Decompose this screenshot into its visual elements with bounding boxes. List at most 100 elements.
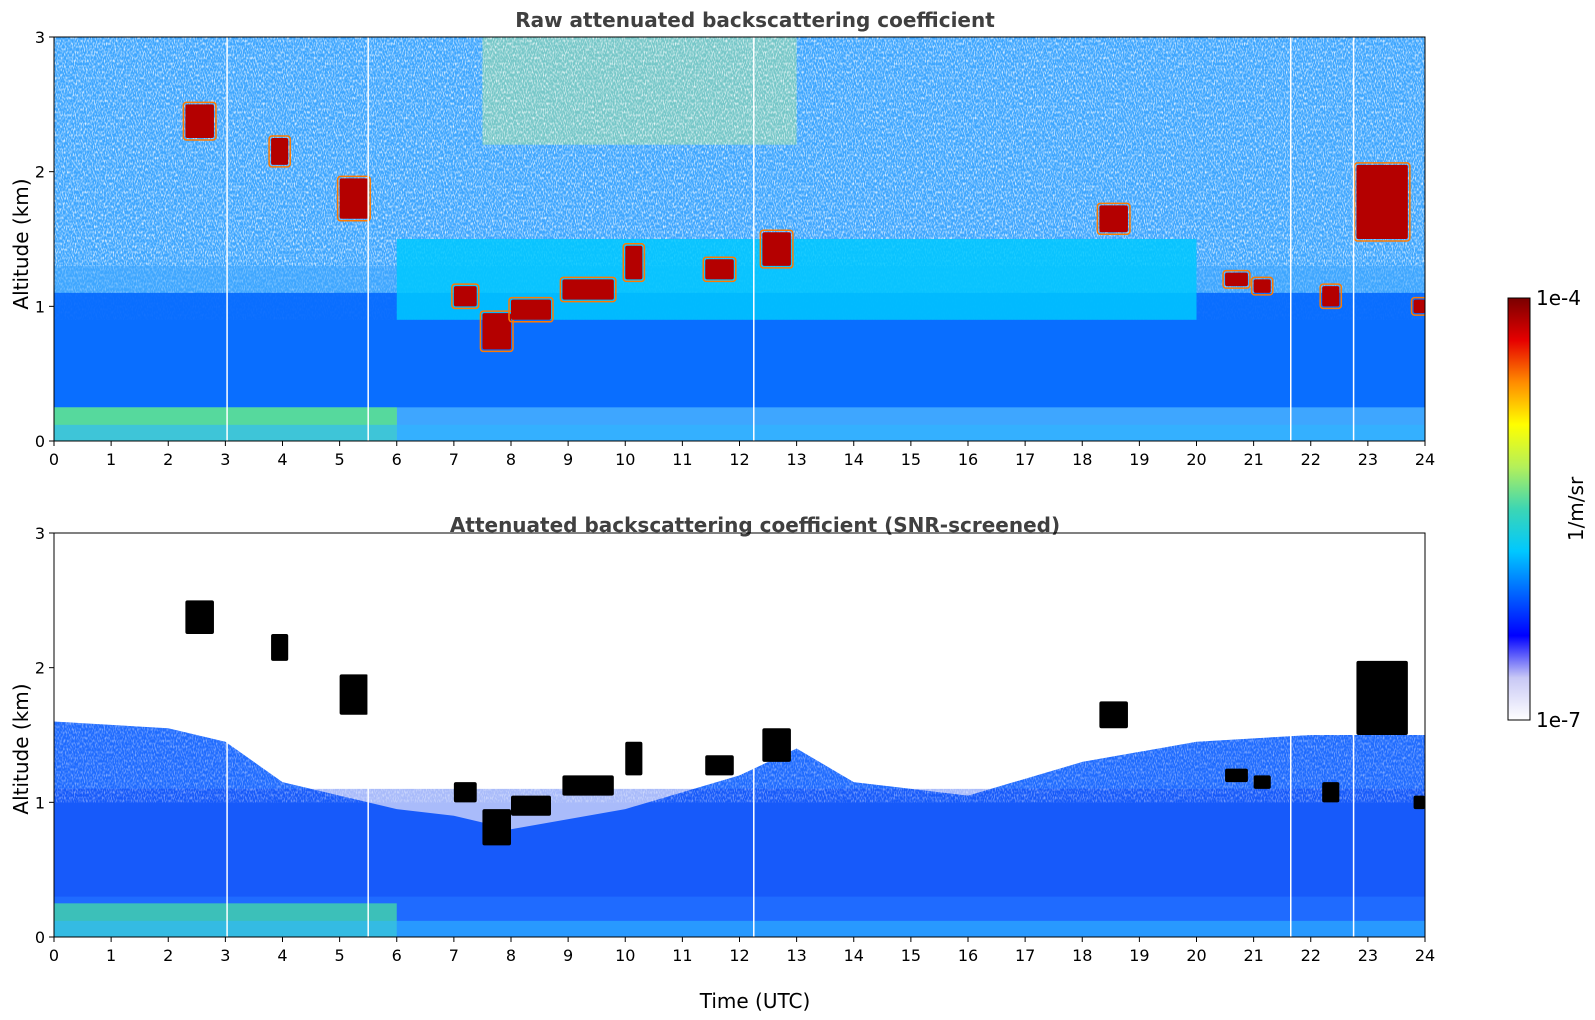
cloud-edge-12 bbox=[1250, 276, 1274, 296]
cloud-12 bbox=[1253, 279, 1271, 293]
x-tick-label: 10 bbox=[615, 450, 635, 469]
x-tick-label: 2 bbox=[163, 450, 173, 469]
x-tick-label: 0 bbox=[49, 450, 59, 469]
cloud-3 bbox=[453, 286, 477, 307]
cloud-2 bbox=[339, 178, 369, 219]
surface-layer-thin bbox=[54, 920, 1425, 937]
x-tick-label: 23 bbox=[1358, 450, 1378, 469]
cloud-4 bbox=[482, 809, 511, 846]
y-tick-label: 1 bbox=[35, 297, 45, 316]
x-tick-label: 15 bbox=[901, 946, 921, 965]
boundary-layer-core bbox=[54, 788, 1425, 897]
x-tick-label: 9 bbox=[563, 946, 573, 965]
x-tick-label: 6 bbox=[392, 450, 402, 469]
panel-screened-plot-area: 0 1 2 3 4 5 6 7 8 9 10 11 12 13 14 15 16 17 18 19 20 21 22 23 24… bbox=[35, 524, 1435, 965]
x-tick-label: 5 bbox=[335, 450, 345, 469]
x-tick-label: 19 bbox=[1129, 450, 1149, 469]
panel-raw-ylabel: Altitude (km) bbox=[9, 178, 33, 309]
panel-screened-ylabel: Altitude (km) bbox=[9, 683, 33, 814]
y-tick-label: 1 bbox=[35, 793, 45, 812]
cloud-1 bbox=[271, 138, 289, 165]
x-tick-label: 3 bbox=[220, 450, 230, 469]
x-tick-label: 14 bbox=[844, 946, 864, 965]
cloud-edge-13 bbox=[1319, 283, 1343, 310]
cloud-edge-0 bbox=[182, 101, 217, 141]
cloud-6 bbox=[562, 775, 614, 796]
cloud-10 bbox=[1099, 701, 1128, 729]
x-tick-label: 21 bbox=[1243, 450, 1263, 469]
cloud-10 bbox=[1099, 205, 1128, 233]
cloud-7 bbox=[625, 741, 643, 776]
cloud-edge-14 bbox=[1353, 162, 1411, 242]
cloud-9 bbox=[762, 232, 791, 266]
x-tick-label: 6 bbox=[392, 946, 402, 965]
cloud-14 bbox=[1356, 660, 1408, 735]
cloud-14 bbox=[1356, 164, 1408, 239]
x-tick-label: 10 bbox=[615, 946, 635, 965]
x-tick-label: 4 bbox=[277, 946, 287, 965]
x-tick-label: 8 bbox=[506, 450, 516, 469]
x-tick-label: 22 bbox=[1301, 450, 1321, 469]
x-tick-label: 16 bbox=[958, 946, 978, 965]
panel-screened-xlabel: Time (UTC) bbox=[699, 989, 811, 1013]
x-tick-label: 21 bbox=[1243, 946, 1263, 965]
cloud-8 bbox=[705, 259, 734, 280]
cloud-13 bbox=[1322, 286, 1340, 307]
heatmap-field bbox=[54, 533, 1425, 937]
colorbar-min-label: 1e-7 bbox=[1536, 708, 1581, 732]
cloud-11 bbox=[1225, 272, 1248, 287]
colorbar: 1e-4 1e-7 1/m/sr bbox=[1507, 286, 1588, 732]
cloud-5 bbox=[511, 795, 551, 816]
cloud-edge-3 bbox=[451, 283, 480, 310]
y-tick-label: 3 bbox=[35, 524, 45, 543]
cloud-edge-5 bbox=[508, 296, 554, 323]
screened-edge-speckle bbox=[54, 721, 1425, 803]
cloud-6 bbox=[562, 279, 614, 300]
x-tick-label: 15 bbox=[901, 450, 921, 469]
cloud-edge-9 bbox=[759, 229, 794, 269]
x-tick-label: 14 bbox=[844, 450, 864, 469]
cloud-4 bbox=[482, 313, 511, 350]
x-tick-label: 3 bbox=[220, 946, 230, 965]
cloud-edge-1 bbox=[268, 135, 291, 168]
cloud-edge-10 bbox=[1096, 202, 1131, 236]
x-tick-label: 11 bbox=[672, 450, 692, 469]
cloud-edge-8 bbox=[702, 256, 737, 283]
cloud-5 bbox=[511, 299, 551, 320]
cloud-3 bbox=[453, 782, 477, 803]
panel-raw-title: Raw attenuated backscattering coefficien… bbox=[515, 8, 995, 32]
x-tick-label: 12 bbox=[729, 450, 749, 469]
cloud-0 bbox=[185, 600, 214, 634]
cloud-15 bbox=[1413, 795, 1425, 810]
cloud-9 bbox=[762, 728, 791, 762]
panel-raw-plot-area: 0 1 2 3 4 5 6 7 8 9 10 11 12 13 14 15 16 17 18 19 20 21 22 23 24… bbox=[35, 28, 1435, 469]
heatmap-field bbox=[54, 37, 1425, 441]
x-tick-label: 7 bbox=[449, 450, 459, 469]
colorbar-max-label: 1e-4 bbox=[1536, 286, 1581, 310]
x-tick-label: 20 bbox=[1186, 450, 1206, 469]
colorbar-unit-label: 1/m/sr bbox=[1564, 476, 1588, 541]
y-tick-label: 2 bbox=[35, 659, 45, 678]
cloud-7 bbox=[625, 245, 643, 280]
x-tick-label: 4 bbox=[277, 450, 287, 469]
surface-layer-thin bbox=[54, 424, 1425, 441]
noise-speckle bbox=[54, 37, 1425, 266]
x-tick-label: 20 bbox=[1186, 946, 1206, 965]
x-tick-label: 13 bbox=[786, 946, 806, 965]
cloud-edge-15 bbox=[1410, 296, 1425, 316]
x-tick-label: 17 bbox=[1015, 946, 1035, 965]
y-tick-label: 2 bbox=[35, 163, 45, 182]
cloud-12 bbox=[1253, 775, 1271, 789]
x-tick-label: 24 bbox=[1415, 450, 1435, 469]
x-tick-label: 18 bbox=[1072, 450, 1092, 469]
x-tick-label: 5 bbox=[335, 946, 345, 965]
x-tick-label: 11 bbox=[672, 946, 692, 965]
panel-raw: Raw attenuated backscattering coefficien… bbox=[9, 8, 1435, 469]
x-tick-label: 9 bbox=[563, 450, 573, 469]
cloud-11 bbox=[1225, 768, 1248, 783]
x-tick-label: 16 bbox=[958, 450, 978, 469]
x-tick-label: 2 bbox=[163, 946, 173, 965]
cloud-edge-11 bbox=[1222, 269, 1251, 289]
cloud-1 bbox=[271, 634, 289, 661]
